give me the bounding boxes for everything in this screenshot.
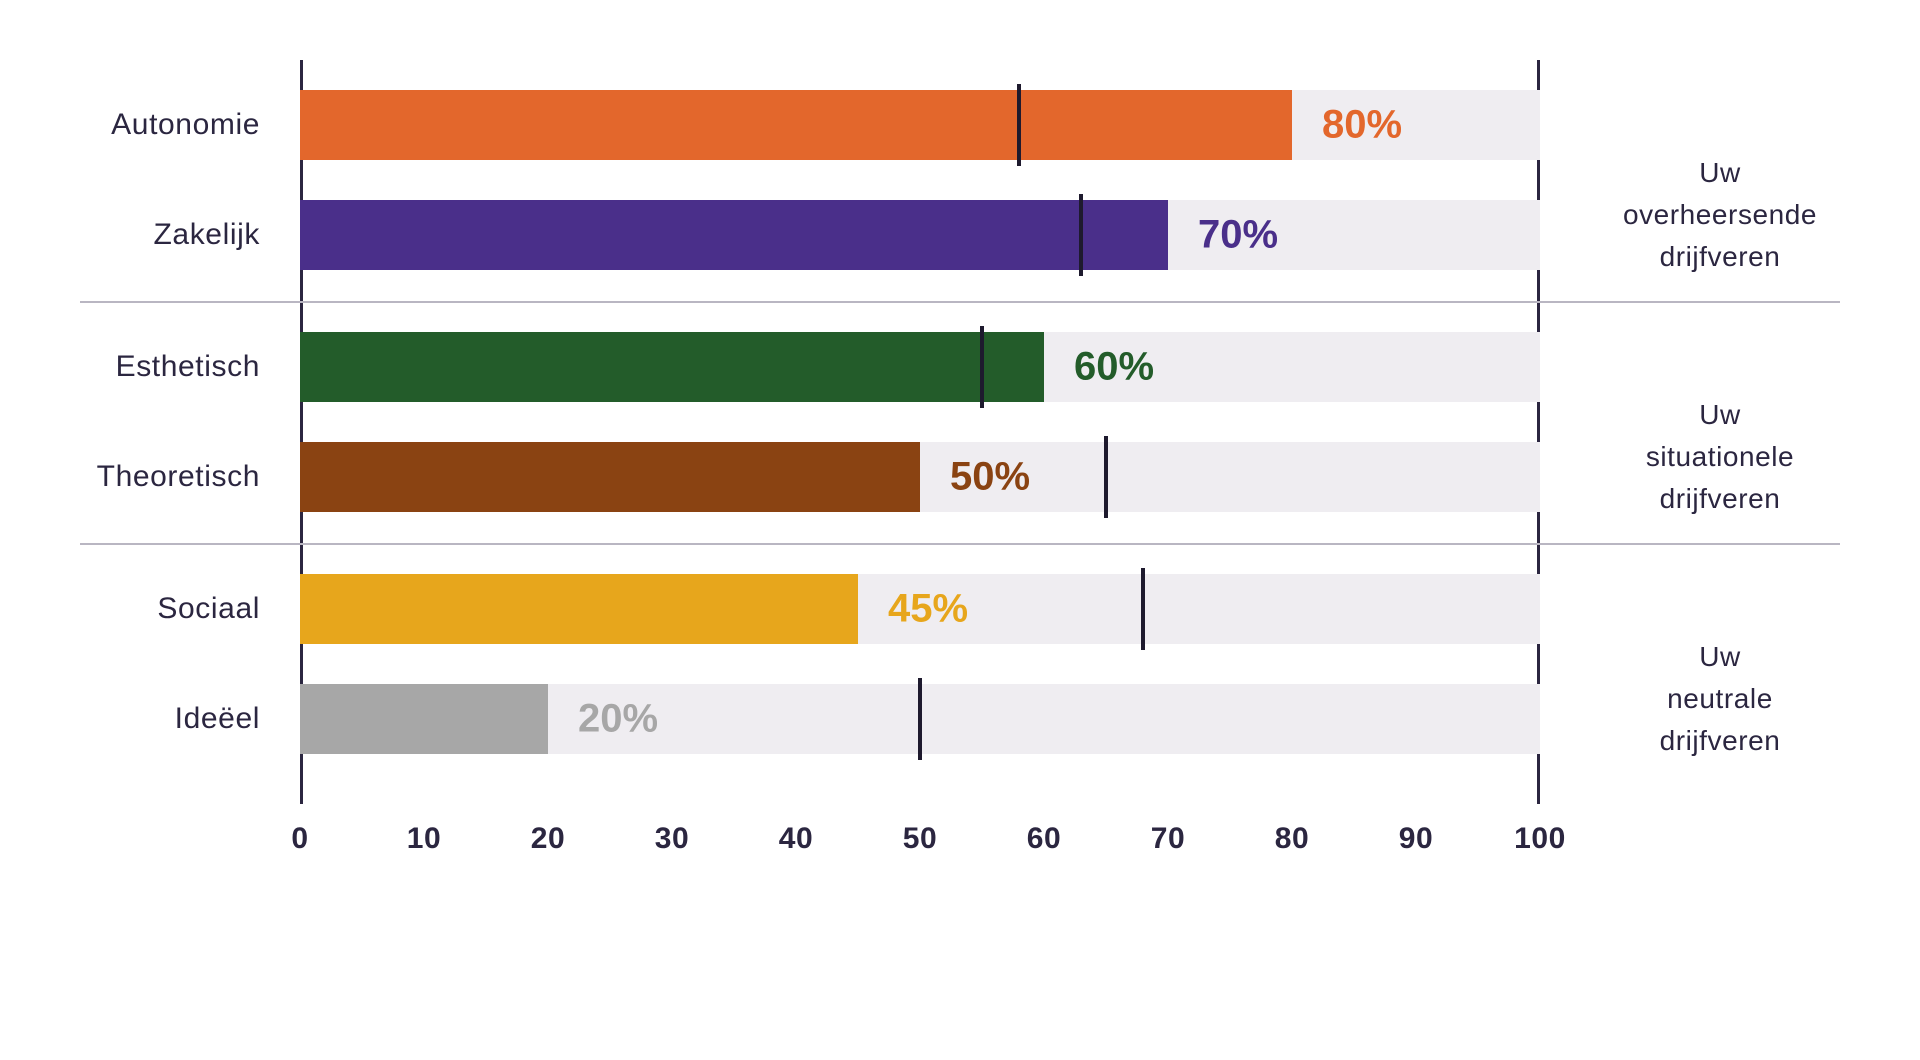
bar-row-sociaal: Sociaal45% — [300, 574, 1540, 644]
group-label-line: drijfveren — [1600, 236, 1840, 278]
benchmark-marker-esthetisch — [980, 326, 984, 408]
bar-row-esthetisch: Esthetisch60% — [300, 332, 1540, 402]
group-label-situational: Uwsituationeledrijfveren — [1540, 394, 1840, 520]
value-label-autonomie: 80% — [1322, 103, 1402, 148]
value-label-zakelijk: 70% — [1198, 213, 1278, 258]
bar-row-zakelijk: Zakelijk70% — [300, 200, 1540, 270]
bar-fill-esthetisch — [300, 332, 1044, 402]
value-label-ideeel: 20% — [578, 697, 658, 742]
group-label-line: situationele — [1600, 436, 1840, 478]
x-tick: 100 — [1514, 822, 1566, 856]
plot-area: Autonomie80%Zakelijk70%Uwoverheersendedr… — [300, 60, 1540, 804]
x-tick: 80 — [1275, 822, 1310, 856]
category-label-autonomie: Autonomie — [111, 108, 300, 142]
benchmark-marker-theoretisch — [1104, 436, 1108, 518]
category-label-ideeel: Ideëel — [175, 702, 300, 736]
category-label-esthetisch: Esthetisch — [116, 350, 300, 384]
benchmark-marker-ideeel — [918, 678, 922, 760]
x-tick: 10 — [407, 822, 442, 856]
x-tick: 20 — [531, 822, 566, 856]
benchmark-marker-sociaal — [1141, 568, 1145, 650]
bar-fill-sociaal — [300, 574, 858, 644]
x-tick: 60 — [1027, 822, 1062, 856]
group-label-dominant: Uwoverheersendedrijfveren — [1540, 152, 1840, 278]
benchmark-marker-autonomie — [1017, 84, 1021, 166]
x-axis: 0102030405060708090100 — [300, 804, 1540, 864]
bar-fill-autonomie — [300, 90, 1292, 160]
bar-fill-ideeel — [300, 684, 548, 754]
x-tick: 50 — [903, 822, 938, 856]
bar-fill-theoretisch — [300, 442, 920, 512]
value-label-esthetisch: 60% — [1074, 345, 1154, 390]
group-label-line: Uw — [1600, 636, 1840, 678]
x-tick: 90 — [1399, 822, 1434, 856]
bar-row-theoretisch: Theoretisch50% — [300, 442, 1540, 512]
group-label-line: Uw — [1600, 152, 1840, 194]
group-label-line: drijfveren — [1600, 720, 1840, 762]
category-label-theoretisch: Theoretisch — [97, 460, 300, 494]
group-separator — [80, 543, 1840, 545]
category-label-sociaal: Sociaal — [157, 592, 300, 626]
group-label-line: drijfveren — [1600, 478, 1840, 520]
x-tick: 30 — [655, 822, 690, 856]
category-label-zakelijk: Zakelijk — [154, 218, 301, 252]
group-separator — [80, 301, 1840, 303]
drijfveren-chart: Autonomie80%Zakelijk70%Uwoverheersendedr… — [80, 60, 1840, 864]
group-label-line: overheersende — [1600, 194, 1840, 236]
x-tick: 0 — [291, 822, 308, 856]
group-label-neutral: Uwneutraledrijfveren — [1540, 636, 1840, 762]
bar-row-ideeel: Ideëel20% — [300, 684, 1540, 754]
bar-row-autonomie: Autonomie80% — [300, 90, 1540, 160]
group-label-line: Uw — [1600, 394, 1840, 436]
x-tick: 40 — [779, 822, 814, 856]
benchmark-marker-zakelijk — [1079, 194, 1083, 276]
bar-fill-zakelijk — [300, 200, 1168, 270]
x-tick: 70 — [1151, 822, 1186, 856]
value-label-theoretisch: 50% — [950, 455, 1030, 500]
value-label-sociaal: 45% — [888, 587, 968, 632]
group-label-line: neutrale — [1600, 678, 1840, 720]
